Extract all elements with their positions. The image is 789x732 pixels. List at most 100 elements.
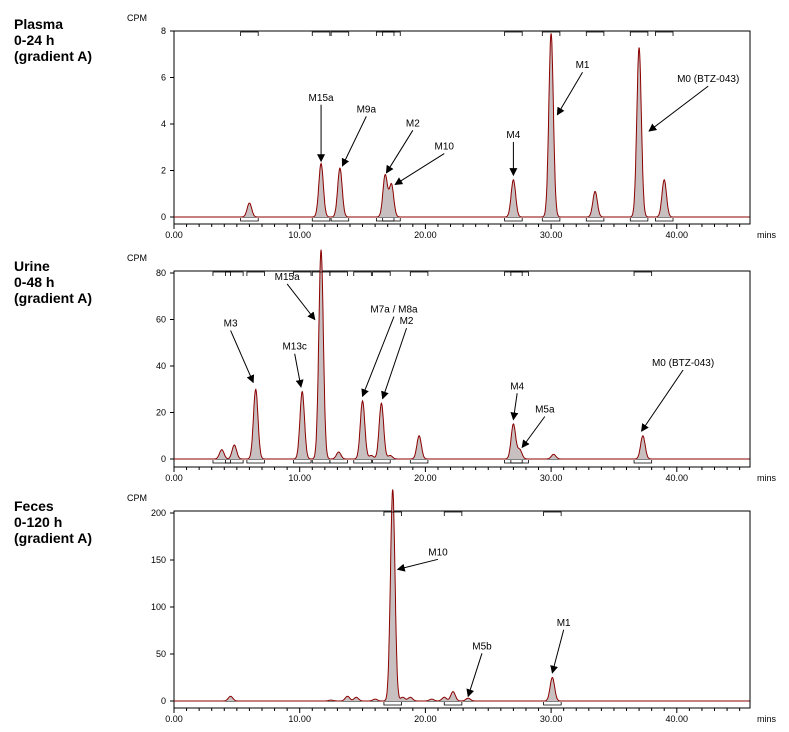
integration-bracket-bottom (311, 460, 331, 464)
peak-label: M13c (282, 342, 306, 353)
x-tick-label: 30.00 (540, 714, 563, 724)
peak-label: M1 (576, 60, 590, 71)
peak-label: M4 (506, 130, 520, 141)
integration-bracket-bottom (409, 460, 429, 464)
peak-label: M2 (400, 316, 414, 327)
integration-bracket-top (353, 271, 372, 276)
integration-bracket-bottom (382, 218, 401, 222)
y-tick-label: 0 (161, 212, 166, 222)
integration-bracket-top (541, 31, 561, 36)
integration-bracket-bottom (543, 702, 562, 706)
panel-title-plasma: Plasma 0-24 h (gradient A) (14, 16, 93, 64)
integration-bracket-top (504, 31, 523, 36)
trace-line (174, 489, 750, 702)
integration-bracket-bottom (240, 218, 259, 222)
integration-bracket-top (543, 511, 562, 516)
x-tick-label: 30.00 (540, 473, 563, 483)
peak-arrow (341, 116, 367, 167)
peak-label: M0 (BTZ-043) (652, 358, 714, 369)
peak-arrow (394, 153, 445, 185)
y-tick-label: 100 (151, 602, 166, 612)
integration-bracket-bottom (510, 460, 529, 464)
integration-bracket-top (311, 31, 331, 36)
integration-bracket-top (240, 31, 259, 36)
integration-bracket-bottom (293, 460, 312, 464)
integration-bracket-bottom (629, 218, 649, 222)
x-tick-label: 0.00 (165, 714, 183, 724)
y-tick-label: 80 (156, 268, 166, 278)
y-tick-label: 4 (161, 119, 166, 129)
integration-bracket-bottom (353, 460, 372, 464)
peak-label: M10 (428, 547, 448, 558)
peak-arrow (510, 393, 519, 421)
integration-bracket-bottom (541, 218, 561, 222)
trace-line (174, 33, 750, 218)
panel-0: CPM mins 0 2 4 6 8 0.00 10.00 20.00 30.00 40.00 M15a… (127, 13, 777, 240)
peak-arrow (286, 283, 316, 321)
integration-bracket-top (655, 31, 674, 36)
panel-1: CPM mins 0 20 40 60 80 0.00 10.00 20.00 30.00 40.00… (127, 249, 777, 483)
x-tick-label: 40.00 (666, 230, 689, 240)
integration-bracket-bottom (504, 460, 523, 464)
peak-arrow (294, 353, 304, 388)
peak-label: M10 (435, 142, 455, 153)
peak-label: M1 (557, 618, 571, 629)
peak-label: M5b (472, 641, 492, 652)
plot-frame (173, 30, 751, 225)
integration-bracket-bottom (329, 460, 348, 464)
integration-bracket-top (375, 31, 395, 36)
panel-title-urine: Urine 0-48 h (gradient A) (14, 258, 93, 306)
y-tick-label: 150 (151, 555, 166, 565)
x-axis-label: mins (757, 714, 777, 724)
y-tick-label: 0 (161, 696, 166, 706)
integration-bracket-bottom (212, 460, 231, 464)
integration-bracket-top (633, 271, 653, 276)
y-tick-label: 50 (156, 649, 166, 659)
y-axis-label: CPM (127, 493, 147, 503)
x-tick-label: 20.00 (414, 714, 437, 724)
integration-bracket-bottom (372, 460, 391, 464)
peak-arrow (521, 416, 546, 449)
peak-label: M5a (535, 405, 555, 416)
y-tick-label: 20 (156, 408, 166, 418)
y-axis-label: CPM (127, 13, 147, 23)
y-tick-label: 0 (161, 454, 166, 464)
x-tick-label: 0.00 (165, 230, 183, 240)
integration-bracket-bottom (504, 218, 523, 222)
panel-title-feces: Feces 0-120 h (gradient A) (14, 498, 93, 546)
integration-bracket-top (510, 271, 529, 276)
peak-label: M9a (357, 104, 377, 115)
panel-2: CPM mins 0 50 100 150 200 0.00 10.00 20.00 30.00 40… (127, 489, 777, 724)
trace-fill (174, 489, 750, 701)
integration-bracket-top (585, 31, 605, 36)
integration-bracket-bottom (383, 702, 402, 706)
x-tick-label: 20.00 (414, 230, 437, 240)
integration-bracket-bottom (633, 460, 653, 464)
x-axis-label: mins (757, 230, 777, 240)
peak-label: M0 (BTZ-043) (677, 74, 739, 85)
y-tick-label: 200 (151, 508, 166, 518)
integration-bracket-bottom (585, 218, 605, 222)
trace-fill (174, 33, 750, 217)
integration-bracket-bottom (246, 460, 265, 464)
integration-bracket-top (225, 271, 244, 276)
integration-bracket-top (409, 271, 429, 276)
peak-arrow (641, 369, 684, 432)
peak-arrow (385, 130, 414, 174)
peak-label: M2 (406, 118, 420, 129)
x-tick-label: 0.00 (165, 473, 183, 483)
trace-line (174, 249, 750, 460)
integration-bracket-top (504, 271, 523, 276)
y-tick-label: 6 (161, 73, 166, 83)
integration-bracket-top (246, 271, 265, 276)
y-tick-label: 8 (161, 26, 166, 36)
peak-arrow (381, 327, 408, 400)
integration-bracket-bottom (375, 218, 395, 222)
y-tick-label: 40 (156, 361, 166, 371)
integration-bracket-bottom (443, 702, 463, 706)
peak-label: M3 (224, 318, 238, 329)
integration-bracket-bottom (311, 218, 331, 222)
peak-label: M7a / M8a (370, 305, 418, 316)
integration-bracket-top (382, 31, 401, 36)
